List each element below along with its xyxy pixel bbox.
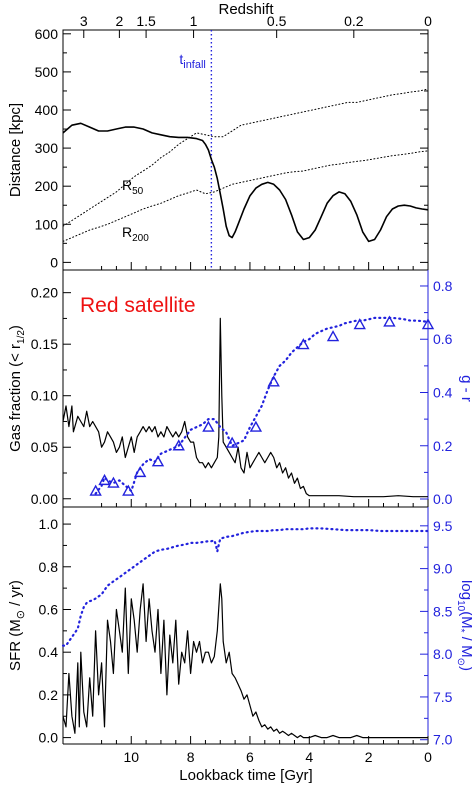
gas-fraction-line xyxy=(62,317,428,498)
g-r-color-marker xyxy=(202,420,215,432)
g-r-color-marker xyxy=(172,439,185,451)
sfr-line xyxy=(62,583,428,739)
y2-axis-label-part: ⊙ xyxy=(455,658,466,666)
lookback-time-axis-label: Lookback time [Gyr] xyxy=(179,767,312,784)
y-tick-label: 0.0 xyxy=(39,730,59,746)
y2-tick-label: 7.5 xyxy=(433,689,453,705)
r50-label-sub: 50 xyxy=(132,186,144,197)
lookback-time-tick-label: 2 xyxy=(365,749,373,765)
y-tick-label: 200 xyxy=(35,178,59,194)
stellar-mass-line xyxy=(61,527,430,647)
y-tick-label: 500 xyxy=(35,64,59,80)
y2-tick-label: 9.0 xyxy=(433,561,453,577)
y-tick-label: 0.05 xyxy=(31,439,58,455)
y2-axis-label-part: 10 xyxy=(455,600,466,612)
y2-tick-label: 0.6 xyxy=(433,331,453,347)
y2-tick-label: 8.0 xyxy=(433,646,453,662)
y2-tick-label: 0.4 xyxy=(433,384,453,400)
y-tick-label: 400 xyxy=(35,102,59,118)
lookback-time-axis: 10 8 6 4 2 0 xyxy=(123,749,432,765)
g-r-color-marker xyxy=(297,338,310,350)
y-axis-label-end: / yr) xyxy=(7,580,24,610)
y-tick-label: 1.0 xyxy=(39,516,59,532)
y-tick-label: 0.15 xyxy=(31,336,58,352)
y2-tick-label: 0.2 xyxy=(433,438,453,454)
lookback-time-tick-label: 0 xyxy=(424,749,432,765)
g-r-color-marker xyxy=(326,330,340,342)
y-axis-label: SFR (M⊙ / yr) xyxy=(7,580,27,671)
redshift-tick-label: 1 xyxy=(190,13,198,29)
y2-axis-label: log10(M* / M⊙) xyxy=(455,580,472,671)
lookback-time-tick-label: 10 xyxy=(123,749,139,765)
g-r-color-marker xyxy=(383,315,396,327)
g-r-color-marker xyxy=(267,375,280,387)
y-axis-label: Gas fraction (< r1/2) xyxy=(7,325,27,452)
g-r-color-marker xyxy=(107,476,120,488)
panel-frame xyxy=(62,29,429,271)
y2-tick-label: 0.8 xyxy=(433,278,453,294)
r200-label: R200 xyxy=(122,224,149,244)
g-r-color-marker xyxy=(421,318,435,330)
y-tick-label: 600 xyxy=(35,26,59,42)
r200-line xyxy=(62,150,429,242)
y-axis-label-end: ) xyxy=(7,325,24,330)
r50-label: R50 xyxy=(122,177,144,197)
redshift-tick-label: 0.5 xyxy=(267,13,287,29)
g-r-color-marker xyxy=(225,436,239,448)
y2-axis-label-part: ) xyxy=(458,666,472,671)
g-r-color-marker xyxy=(98,473,111,486)
g-r-color-marker xyxy=(122,484,135,496)
y-tick-label: 0 xyxy=(50,254,58,270)
y-tick-label: 0.6 xyxy=(39,601,59,617)
redshift-tick-label: 1.5 xyxy=(136,13,156,29)
infall-label-sub: infall xyxy=(183,59,206,71)
y-axis-label-sym: ⊙ xyxy=(15,610,27,619)
redshift-tick-label: 2 xyxy=(115,13,123,29)
g-r-color-marker xyxy=(133,465,147,478)
r50-line xyxy=(62,88,429,227)
y-tick-label: 300 xyxy=(35,140,59,156)
y-tick-label: 0.00 xyxy=(31,491,58,507)
y-axis-label: Distance [kpc] xyxy=(7,103,24,197)
g-r-color-line xyxy=(94,316,430,495)
lookback-time-tick-label: 4 xyxy=(305,749,313,765)
y2-axis-label-part: (M xyxy=(458,611,472,629)
sfr-panel: 0.0 0.2 0.4 0.6 0.8 1.0 7.0 7.5 8.0 8.5 9.0 9.5 SFR … xyxy=(7,507,472,748)
g-r-color-marker xyxy=(151,455,165,467)
y2-axis-label-part: / M xyxy=(458,633,472,658)
y2-axis-label-part: * xyxy=(455,629,466,633)
y-tick-label: 0.10 xyxy=(31,388,58,404)
gas-fraction-panel: 0.00 0.05 0.10 0.15 0.20 0.0 0.2 0.4 0.6 0.8 Gas f… xyxy=(7,270,472,508)
distance-line xyxy=(62,122,429,243)
y2-tick-label: 8.5 xyxy=(433,603,453,619)
lookback-time-tick-label: 8 xyxy=(187,749,195,765)
y2-tick-label: 9.5 xyxy=(433,518,453,534)
y-tick-label: 0.2 xyxy=(39,687,59,703)
redshift-tick-label: 0.2 xyxy=(344,13,364,29)
g-r-color-marker xyxy=(353,318,366,330)
y-tick-label: 0.4 xyxy=(39,644,59,660)
y2-tick-label: 7.0 xyxy=(433,732,453,748)
redshift-tick-label: 0 xyxy=(424,13,432,29)
y-tick-label: 0.20 xyxy=(31,285,58,301)
y-tick-label: 100 xyxy=(35,216,59,232)
lookback-time-tick-label: 6 xyxy=(246,749,254,765)
g-r-color-marker xyxy=(89,484,102,496)
y-tick-label: 0.8 xyxy=(39,559,59,575)
redshift-tick-label: 3 xyxy=(80,13,88,29)
infall-label: tinfall xyxy=(179,51,206,71)
y2-axis-label: g - r xyxy=(458,375,472,402)
chart-title: Red satellite xyxy=(80,294,196,317)
r200-label-sub: 200 xyxy=(132,233,149,244)
g-r-color-marker xyxy=(249,420,263,432)
y2-tick-label: 0.0 xyxy=(433,491,453,507)
y-axis-label-sub: 1/2 xyxy=(16,330,27,344)
redshift-axis-label: Redshift xyxy=(218,1,274,18)
distance-panel: 0 100 200 300 400 500 600 Distance [kpc] tinfall… xyxy=(7,26,429,271)
